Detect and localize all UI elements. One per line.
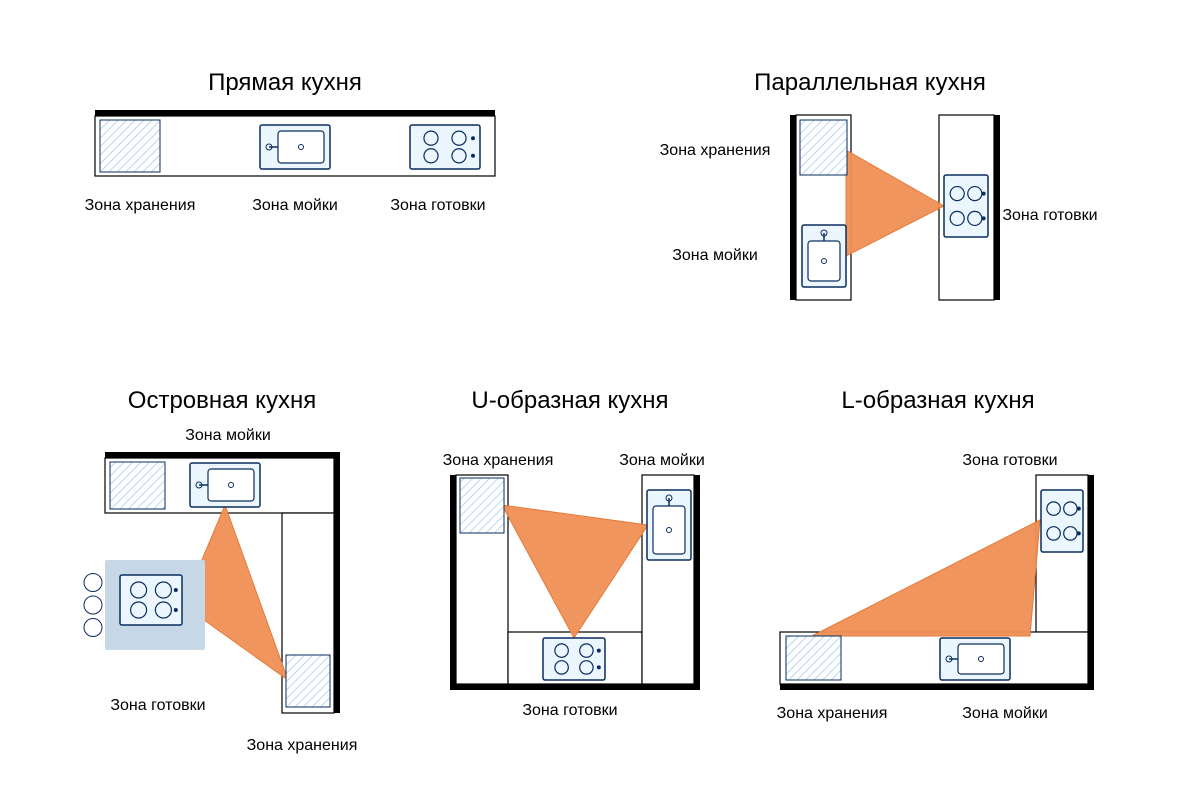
wall: [450, 475, 456, 690]
wall: [994, 115, 1000, 300]
storage-zone-icon: [286, 655, 330, 707]
storage-zone-icon: [786, 636, 841, 680]
zone-label-wash: Зона мойки: [619, 452, 705, 469]
wall: [95, 110, 495, 116]
layout-title: Параллельная кухня: [754, 69, 986, 96]
layout-title: Прямая кухня: [208, 69, 362, 96]
storage-zone-icon: [110, 462, 165, 509]
wall: [1088, 475, 1094, 690]
zone-label-cook: Зона готовки: [110, 697, 205, 714]
wall: [790, 115, 796, 300]
storage-zone-icon: [800, 120, 847, 175]
storage-zone-icon: [460, 478, 504, 533]
layout-title: U-образная кухня: [471, 387, 668, 414]
kitchen-layouts-diagram: Прямая кухня Зона хранения Зона мойки Зона …: [0, 0, 1200, 800]
zone-label-wash: Зона мойки: [185, 427, 271, 444]
zone-label-cook: Зона готовки: [1002, 207, 1097, 224]
zone-label-wash: Зона мойки: [672, 247, 758, 264]
wall: [780, 684, 1094, 690]
zone-label-cook: Зона готовки: [962, 452, 1057, 469]
zone-label-storage: Зона хранения: [660, 142, 771, 159]
wall: [694, 475, 700, 690]
wall: [450, 684, 700, 690]
zone-label-wash: Зона мойки: [962, 705, 1048, 722]
layout-title: L-образная кухня: [841, 387, 1034, 414]
zone-label-cook: Зона готовки: [390, 197, 485, 214]
zone-label-storage: Зона хранения: [443, 452, 554, 469]
zone-label-wash: Зона мойки: [252, 197, 338, 214]
zone-label-storage: Зона хранения: [85, 197, 196, 214]
zone-label-cook: Зона готовки: [522, 702, 617, 719]
wall: [105, 452, 340, 458]
wall: [334, 458, 340, 713]
zone-label-storage: Зона хранения: [247, 737, 358, 754]
layout-title: Островная кухня: [128, 387, 316, 414]
zone-label-storage: Зона хранения: [777, 705, 888, 722]
storage-zone-icon: [100, 120, 160, 172]
